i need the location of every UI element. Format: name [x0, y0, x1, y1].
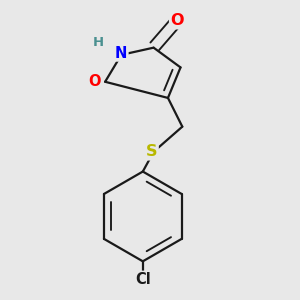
Text: O: O: [170, 13, 184, 28]
Text: Cl: Cl: [135, 272, 151, 287]
Text: N: N: [115, 46, 128, 61]
Text: O: O: [88, 74, 101, 89]
Text: H: H: [92, 36, 104, 49]
Text: S: S: [146, 144, 158, 159]
